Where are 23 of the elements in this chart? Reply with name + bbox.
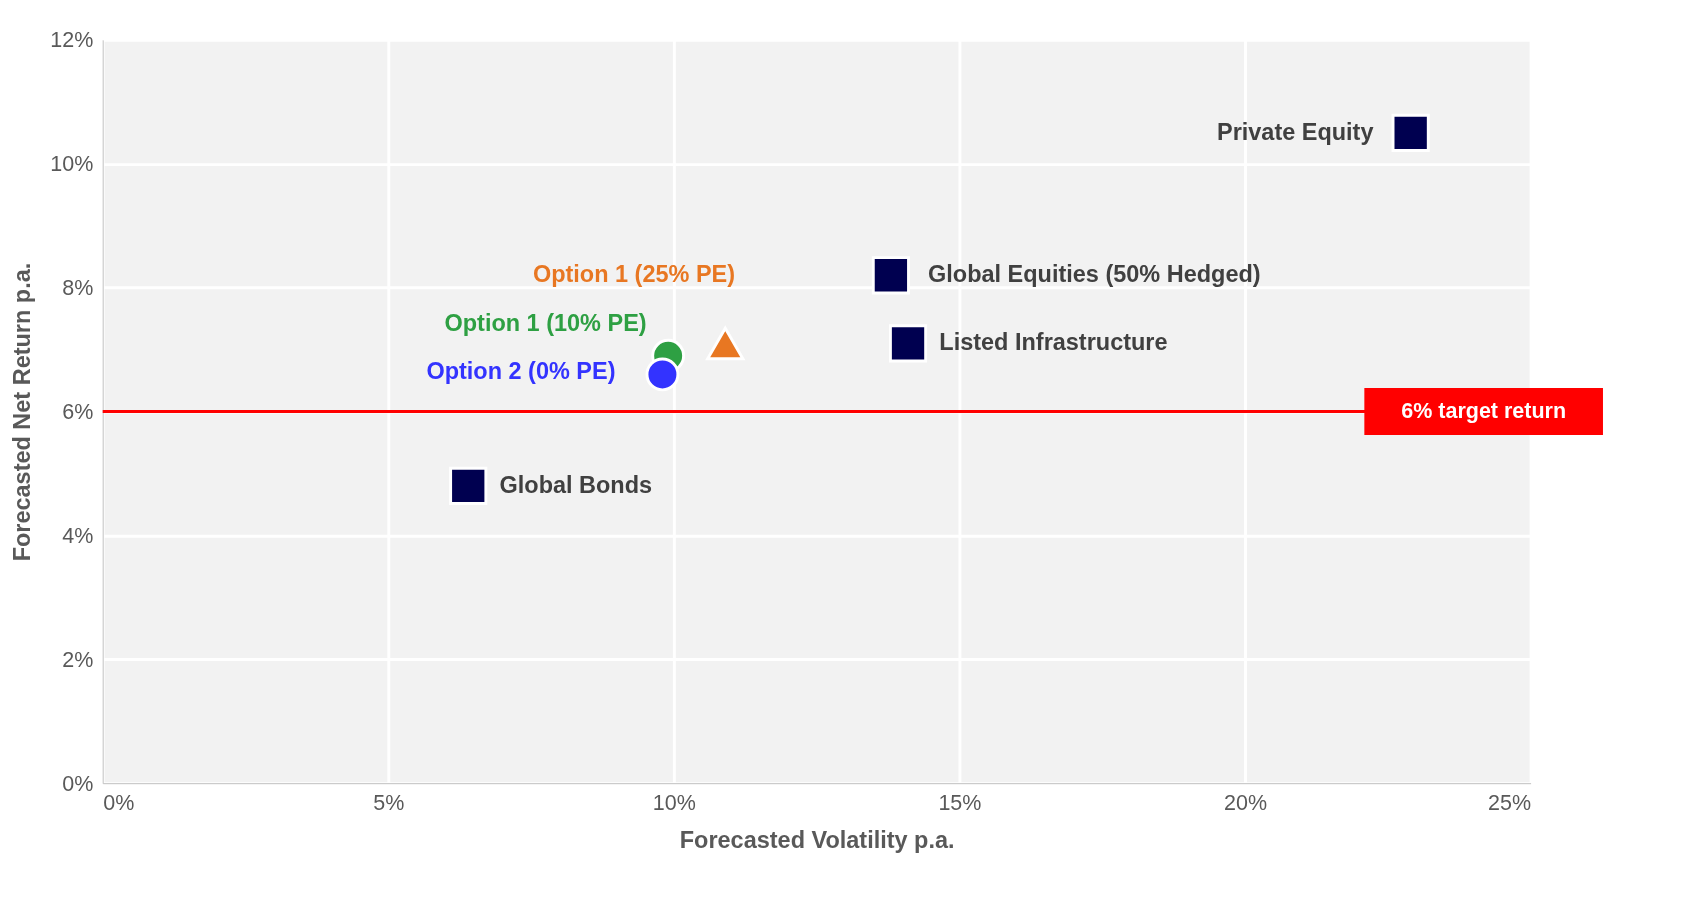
y-tick-label: 2% [62, 647, 94, 672]
series-label: Option 1 (25% PE) [532, 260, 736, 287]
series-label: Global Bonds [499, 471, 653, 498]
x-axis-title: Forecasted Volatility p.a. [679, 827, 955, 854]
y-tick-label: 12% [50, 28, 94, 53]
x-tick-label: 25% [1488, 791, 1532, 816]
y-axis-title: Forecasted Net Return p.a. [8, 262, 35, 562]
y-tick-label: 6% [62, 399, 94, 424]
x-tick-label: 10% [652, 791, 696, 816]
y-tick-label: 10% [50, 152, 94, 177]
series-label: Option 2 (0% PE) [426, 358, 616, 385]
x-tick-label: 0% [103, 791, 135, 816]
x-tick-label: 5% [373, 791, 405, 816]
y-tick-label: 0% [62, 771, 94, 796]
series-label: Option 1 (10% PE) [444, 310, 647, 337]
series-label: Global Equities (50% Hedged) [928, 261, 1261, 288]
series-label: Listed Infrastructure [939, 329, 1168, 356]
x-tick-label: 15% [938, 791, 982, 816]
y-tick-label: 8% [62, 276, 94, 300]
x-tick-label: 20% [1223, 791, 1268, 816]
y-tick-label: 4% [62, 523, 94, 548]
series-label: Private Equity [1216, 118, 1374, 145]
ref-line-label: 6% target return [1401, 399, 1567, 424]
